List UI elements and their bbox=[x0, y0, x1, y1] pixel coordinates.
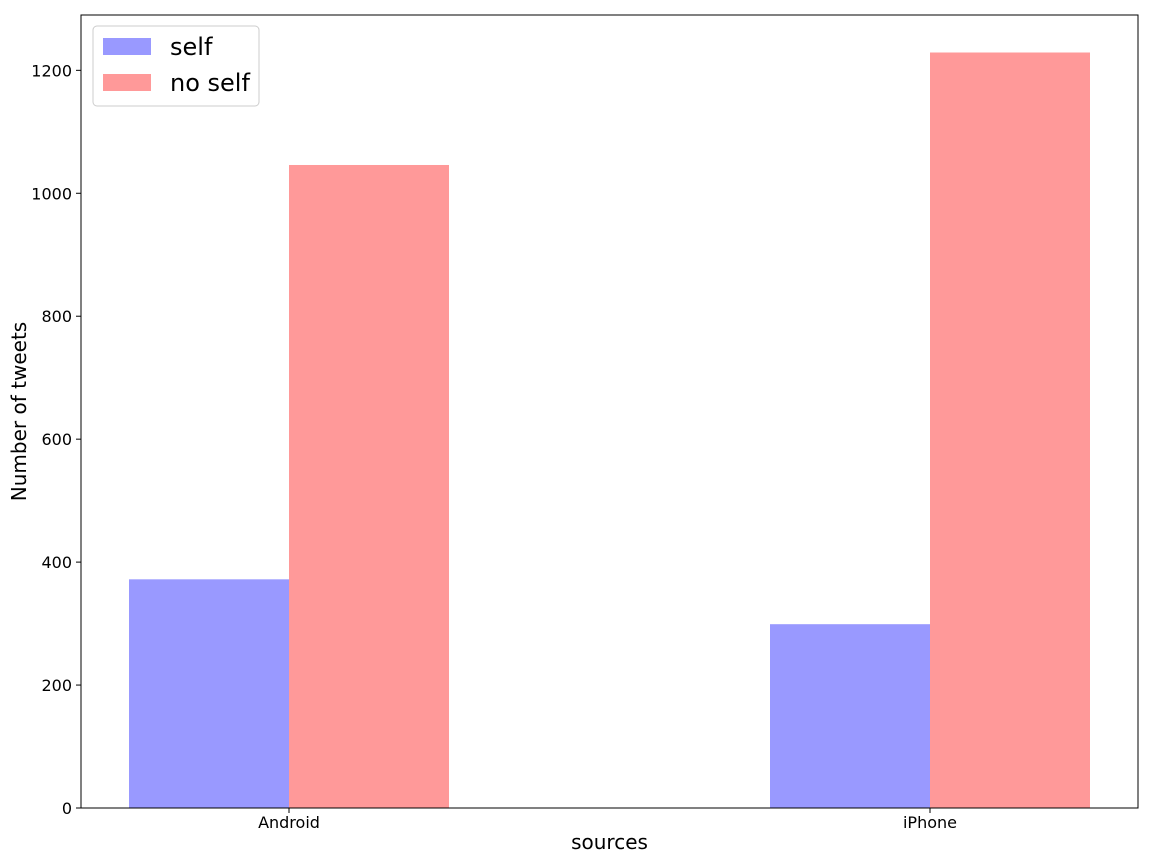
x-axis: Android iPhone bbox=[258, 808, 957, 832]
legend-swatch-no-self bbox=[103, 74, 151, 91]
bar-self-iphone bbox=[770, 624, 930, 808]
bar-no-self-android bbox=[289, 164, 449, 809]
bar-self-android bbox=[129, 579, 289, 808]
bar-no-self-iphone bbox=[930, 52, 1090, 808]
y-tick-label: 200 bbox=[41, 676, 72, 695]
y-tick-label: 800 bbox=[41, 307, 72, 326]
y-tick-label: 1200 bbox=[31, 61, 72, 80]
bars-layer bbox=[129, 52, 1090, 809]
y-tick-label: 1000 bbox=[31, 184, 72, 203]
y-tick-label: 0 bbox=[62, 799, 72, 818]
x-tick-label: iPhone bbox=[903, 813, 957, 832]
legend-label-no-self: no self bbox=[170, 69, 250, 97]
y-tick-label: 600 bbox=[41, 430, 72, 449]
y-axis: 0 200 400 600 800 1000 1200 bbox=[31, 61, 81, 818]
plot-frame bbox=[80, 14, 1139, 809]
x-axis-title: sources bbox=[571, 830, 648, 854]
y-tick-label: 400 bbox=[41, 553, 72, 572]
legend-swatch-self bbox=[103, 38, 151, 55]
legend: self no self bbox=[92, 25, 260, 107]
legend-label-self: self bbox=[170, 33, 213, 61]
x-tick-label: Android bbox=[258, 813, 320, 832]
y-axis-title: Number of tweets bbox=[7, 322, 31, 501]
